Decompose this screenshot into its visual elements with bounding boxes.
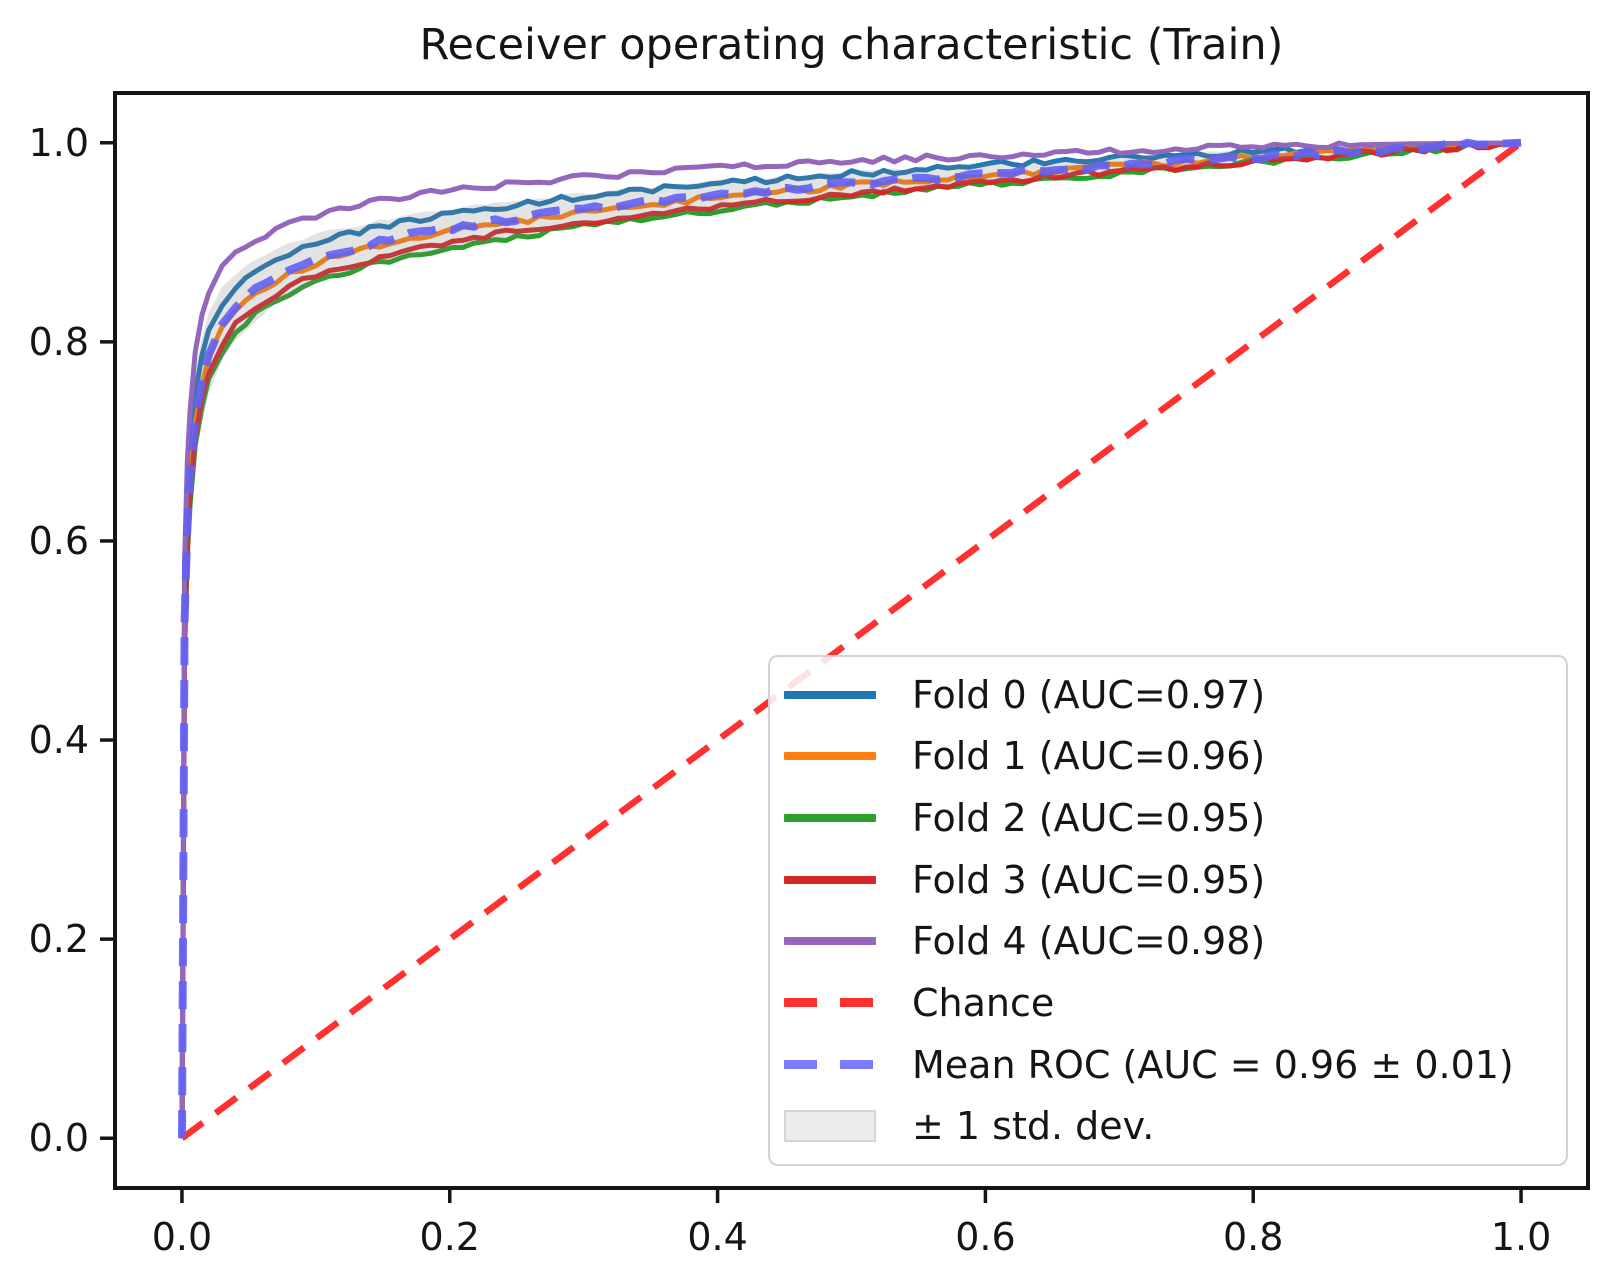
- legend-label: Chance: [912, 980, 1055, 1025]
- legend-label: Fold 3 (AUC=0.95): [912, 857, 1266, 902]
- y-tick-label: 1.0: [29, 121, 89, 165]
- legend-label: Fold 1 (AUC=0.96): [912, 734, 1266, 779]
- legend: Fold 0 (AUC=0.97) Fold 1 (AUC=0.96) Fold…: [768, 655, 1568, 1166]
- mean-roc-line: [178, 138, 1522, 1139]
- roc-curve-fold-4: [179, 140, 1522, 1139]
- legend-item-fold-0: Fold 0 (AUC=0.97): [784, 665, 1556, 725]
- y-tick-label: 0.2: [29, 917, 89, 961]
- x-tick-label: 0.4: [687, 1215, 747, 1259]
- legend-item-fold-2: Fold 2 (AUC=0.95): [784, 788, 1556, 848]
- legend-item-mean-roc: Mean ROC (AUC = 0.96 ± 0.01): [784, 1035, 1556, 1095]
- legend-line-swatch-icon: [784, 937, 876, 946]
- x-tick-label: 1.0: [1491, 1215, 1551, 1259]
- legend-dashed-line-swatch-icon: [784, 1060, 876, 1070]
- legend-item-fold-1: Fold 1 (AUC=0.96): [784, 726, 1556, 786]
- legend-item-fold-4: Fold 4 (AUC=0.98): [784, 911, 1556, 971]
- legend-line-swatch-icon: [784, 813, 876, 822]
- legend-label: Fold 4 (AUC=0.98): [912, 919, 1266, 964]
- y-tick-label: 0.6: [29, 519, 89, 563]
- y-tick-label: 0.4: [29, 718, 89, 762]
- y-tick-label: 0.8: [29, 320, 89, 364]
- legend-label: Fold 2 (AUC=0.95): [912, 795, 1266, 840]
- x-tick-label: 0.2: [420, 1215, 480, 1259]
- chance-line: [180, 140, 1523, 1141]
- legend-dashed-line-swatch-icon: [784, 998, 876, 1008]
- legend-label: Fold 0 (AUC=0.97): [912, 672, 1266, 717]
- legend-line-swatch-icon: [784, 875, 876, 884]
- legend-item-chance: Chance: [784, 973, 1556, 1033]
- plot-border: [113, 91, 1590, 1190]
- legend-line-swatch-icon: [784, 690, 876, 699]
- legend-label: Mean ROC (AUC = 0.96 ± 0.01): [912, 1042, 1514, 1087]
- legend-line-swatch-icon: [784, 752, 876, 761]
- x-tick-label: 0.6: [955, 1215, 1015, 1259]
- legend-patch-swatch-icon: [784, 1110, 876, 1143]
- x-tick-label: 0.0: [152, 1215, 212, 1259]
- legend-item-std-dev: ± 1 std. dev.: [784, 1096, 1556, 1156]
- y-tick-label: 0.0: [29, 1116, 89, 1160]
- legend-item-fold-3: Fold 3 (AUC=0.95): [784, 850, 1556, 910]
- x-tick-label: 0.8: [1223, 1215, 1283, 1259]
- legend-label: ± 1 std. dev.: [912, 1104, 1155, 1149]
- chart-title: Receiver operating characteristic (Train…: [419, 20, 1284, 70]
- std-dev-band: [182, 142, 1521, 1139]
